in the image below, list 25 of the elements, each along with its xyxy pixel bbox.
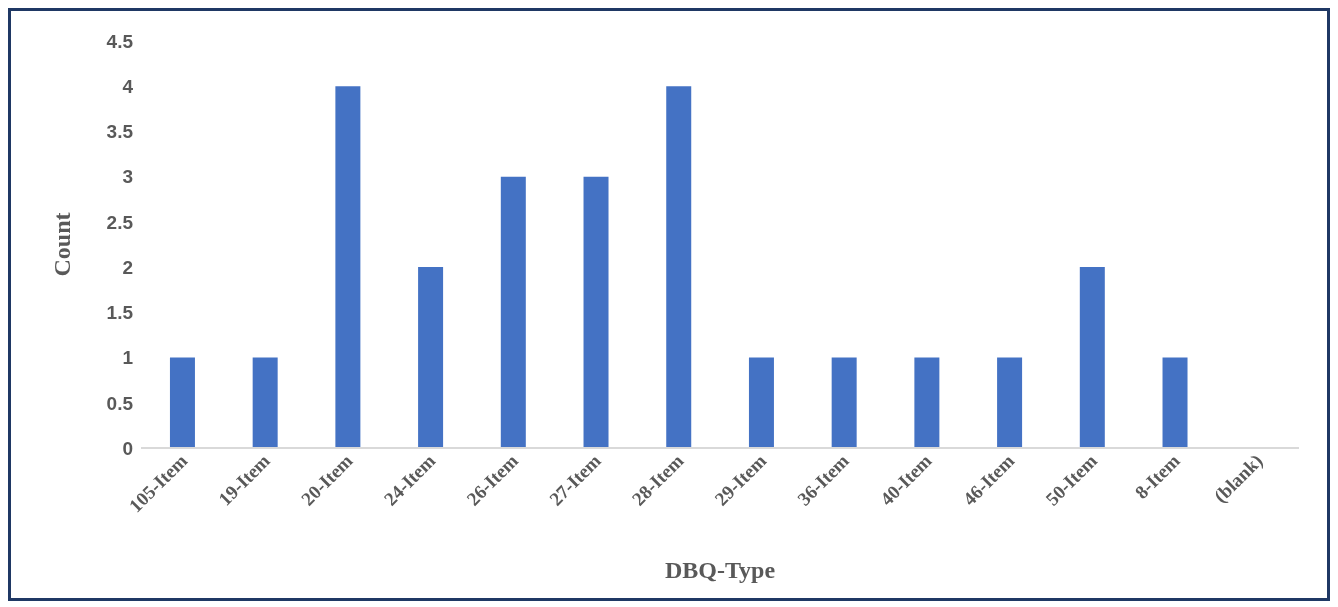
- y-tick-label: 0: [122, 437, 133, 459]
- bar: [914, 357, 940, 448]
- y-tick-label: 1.5: [106, 302, 134, 324]
- y-tick-label: 4: [122, 75, 134, 97]
- bar: [666, 86, 692, 448]
- y-tick-label: 3.5: [106, 121, 134, 143]
- y-tick-label: 2: [122, 256, 133, 278]
- bar: [169, 357, 195, 448]
- bar: [252, 357, 278, 448]
- bar: [1079, 267, 1105, 448]
- y-axis-title: Count: [48, 212, 75, 277]
- y-tick-label: 3: [122, 166, 133, 188]
- bar: [831, 357, 857, 448]
- y-tick-label: 1: [122, 347, 134, 369]
- bar: [1162, 357, 1188, 448]
- y-tick-label: 0.5: [106, 392, 134, 414]
- bar: [748, 357, 774, 448]
- bar: [418, 267, 444, 448]
- x-axis-title: DBQ-Type: [664, 557, 776, 583]
- y-tick-label: 2.5: [106, 211, 134, 233]
- y-tick-label: 4.5: [106, 30, 134, 52]
- bar: [583, 176, 609, 448]
- bar: [997, 357, 1023, 448]
- bar: [500, 176, 526, 448]
- bar: [335, 86, 361, 448]
